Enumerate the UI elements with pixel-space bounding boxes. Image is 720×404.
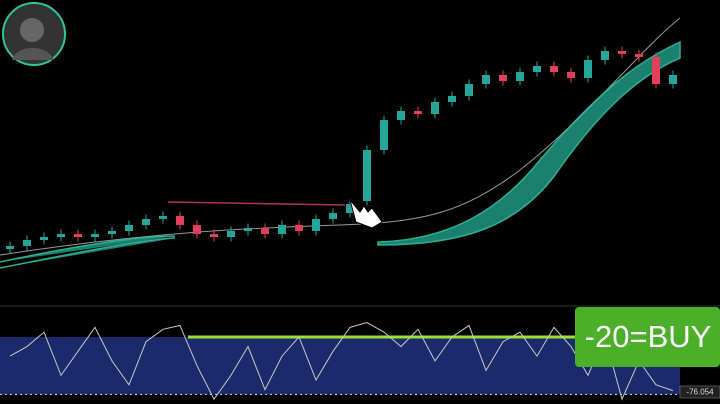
candle-body	[227, 231, 235, 237]
candle-body	[57, 234, 65, 237]
candle-body	[142, 219, 150, 225]
candle-body	[550, 66, 558, 72]
plot	[0, 46, 680, 401]
candle-body	[40, 237, 48, 240]
candle-body	[499, 75, 507, 81]
candle-body	[380, 120, 388, 150]
candle-body	[465, 84, 473, 96]
buy-label: -20=BUY	[585, 319, 712, 354]
candle-body	[6, 246, 14, 249]
candle-body	[584, 60, 592, 78]
candle-body	[295, 225, 303, 231]
oscillator-line	[9, 322, 674, 401]
oscillator-band	[0, 336, 680, 395]
candle-body	[635, 54, 643, 57]
candle-body	[125, 225, 133, 231]
candle-body	[159, 216, 167, 219]
candle-body	[652, 57, 660, 84]
candle-body	[414, 111, 422, 114]
candle-body	[244, 228, 252, 231]
candle-body	[176, 216, 184, 225]
last-value-box	[679, 385, 720, 399]
candle-body	[91, 234, 99, 237]
candle-body	[431, 102, 439, 114]
candle-body	[261, 228, 269, 234]
candle-body	[397, 111, 405, 120]
candle-body	[312, 219, 320, 231]
candle-body	[669, 75, 677, 84]
last-value-label: -76.054	[686, 388, 714, 397]
resistance-line	[167, 201, 346, 206]
candle-body	[23, 240, 31, 246]
candle-body	[74, 234, 82, 237]
candle-body	[278, 225, 286, 234]
candle-body	[329, 213, 337, 219]
ma-ribbon	[0, 40, 681, 269]
candle-body	[210, 234, 218, 237]
candle-body	[618, 51, 626, 54]
candle-body	[601, 51, 609, 60]
candle-body	[363, 150, 371, 201]
buy-badge	[575, 307, 720, 367]
candle-body	[516, 72, 524, 81]
cursor-hand	[349, 199, 383, 229]
candle-body	[533, 66, 541, 72]
candle-body	[193, 225, 201, 234]
candle-body	[567, 72, 575, 78]
candle-body	[346, 204, 354, 213]
candle-body	[482, 75, 490, 84]
candle-body	[108, 231, 116, 234]
candle-body	[448, 96, 456, 102]
avatar	[2, 2, 66, 66]
